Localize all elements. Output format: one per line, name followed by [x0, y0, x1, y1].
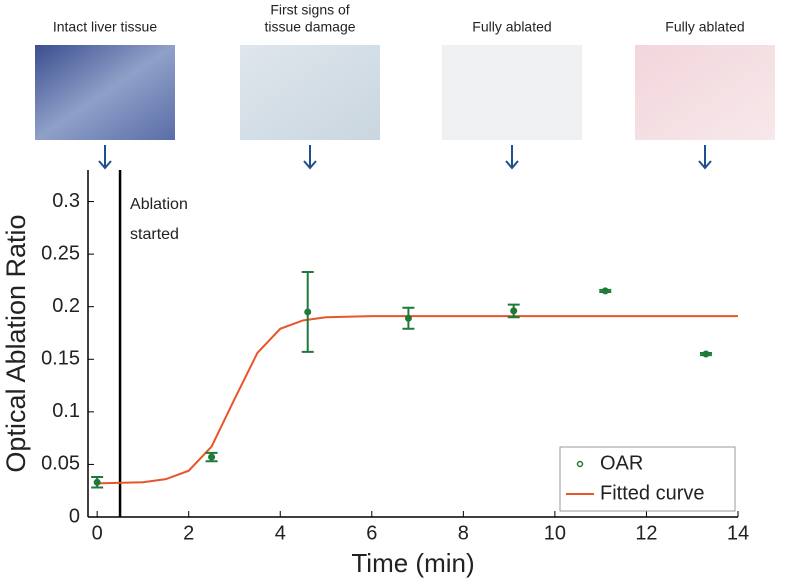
x-tick-label: 0: [92, 522, 103, 544]
x-tick-label: 6: [366, 522, 377, 544]
y-tick-label: 0.2: [52, 295, 80, 317]
legend-marker: [576, 460, 584, 468]
tissue-image: [442, 45, 582, 140]
y-tick-label: 0.25: [41, 242, 80, 264]
tissue-image: [635, 45, 775, 140]
tissue-image: [35, 45, 175, 140]
panel-caption: tissue damage: [264, 19, 355, 35]
annotation: started: [130, 226, 179, 243]
x-tick-label: 4: [275, 522, 286, 544]
x-tick-label: 14: [727, 522, 749, 544]
data-point: [510, 307, 518, 315]
fitted-curve: [97, 315, 738, 485]
x-tick-label: 2: [183, 522, 194, 544]
x-tick-label: 10: [544, 522, 566, 544]
y-tick-label: 0.05: [41, 453, 80, 475]
annotation: Ablation: [130, 196, 188, 213]
x-tick-label: 8: [458, 522, 469, 544]
legend-label: OAR: [600, 452, 643, 474]
panel-caption: First signs of: [270, 2, 349, 18]
legend-label: Fitted curve: [600, 482, 704, 504]
arrow: [505, 145, 519, 170]
tissue-image: [240, 45, 380, 140]
legend-box: [559, 446, 736, 512]
panel-caption: Fully ablated: [472, 19, 551, 35]
y-tick-label: 0: [69, 505, 80, 527]
x-tick-label: 12: [635, 522, 657, 544]
data-point: [702, 350, 710, 358]
arrow: [303, 145, 317, 170]
arrow: [698, 145, 712, 170]
data-point: [208, 453, 216, 461]
arrow: [98, 145, 112, 170]
data-point: [404, 314, 412, 322]
data-point: [304, 308, 312, 316]
x-axis-label: Time (min): [351, 548, 474, 578]
y-tick-label: 0.3: [52, 190, 80, 212]
data-point: [601, 287, 609, 295]
y-axis-label: Optical Ablation Ratio: [1, 214, 31, 472]
panel-caption: Fully ablated: [665, 19, 744, 35]
y-tick-label: 0.1: [52, 400, 80, 422]
y-tick-label: 0.15: [41, 348, 80, 370]
panel-images: [35, 45, 775, 170]
panel-caption: Intact liver tissue: [53, 19, 157, 35]
data-point: [93, 478, 101, 486]
